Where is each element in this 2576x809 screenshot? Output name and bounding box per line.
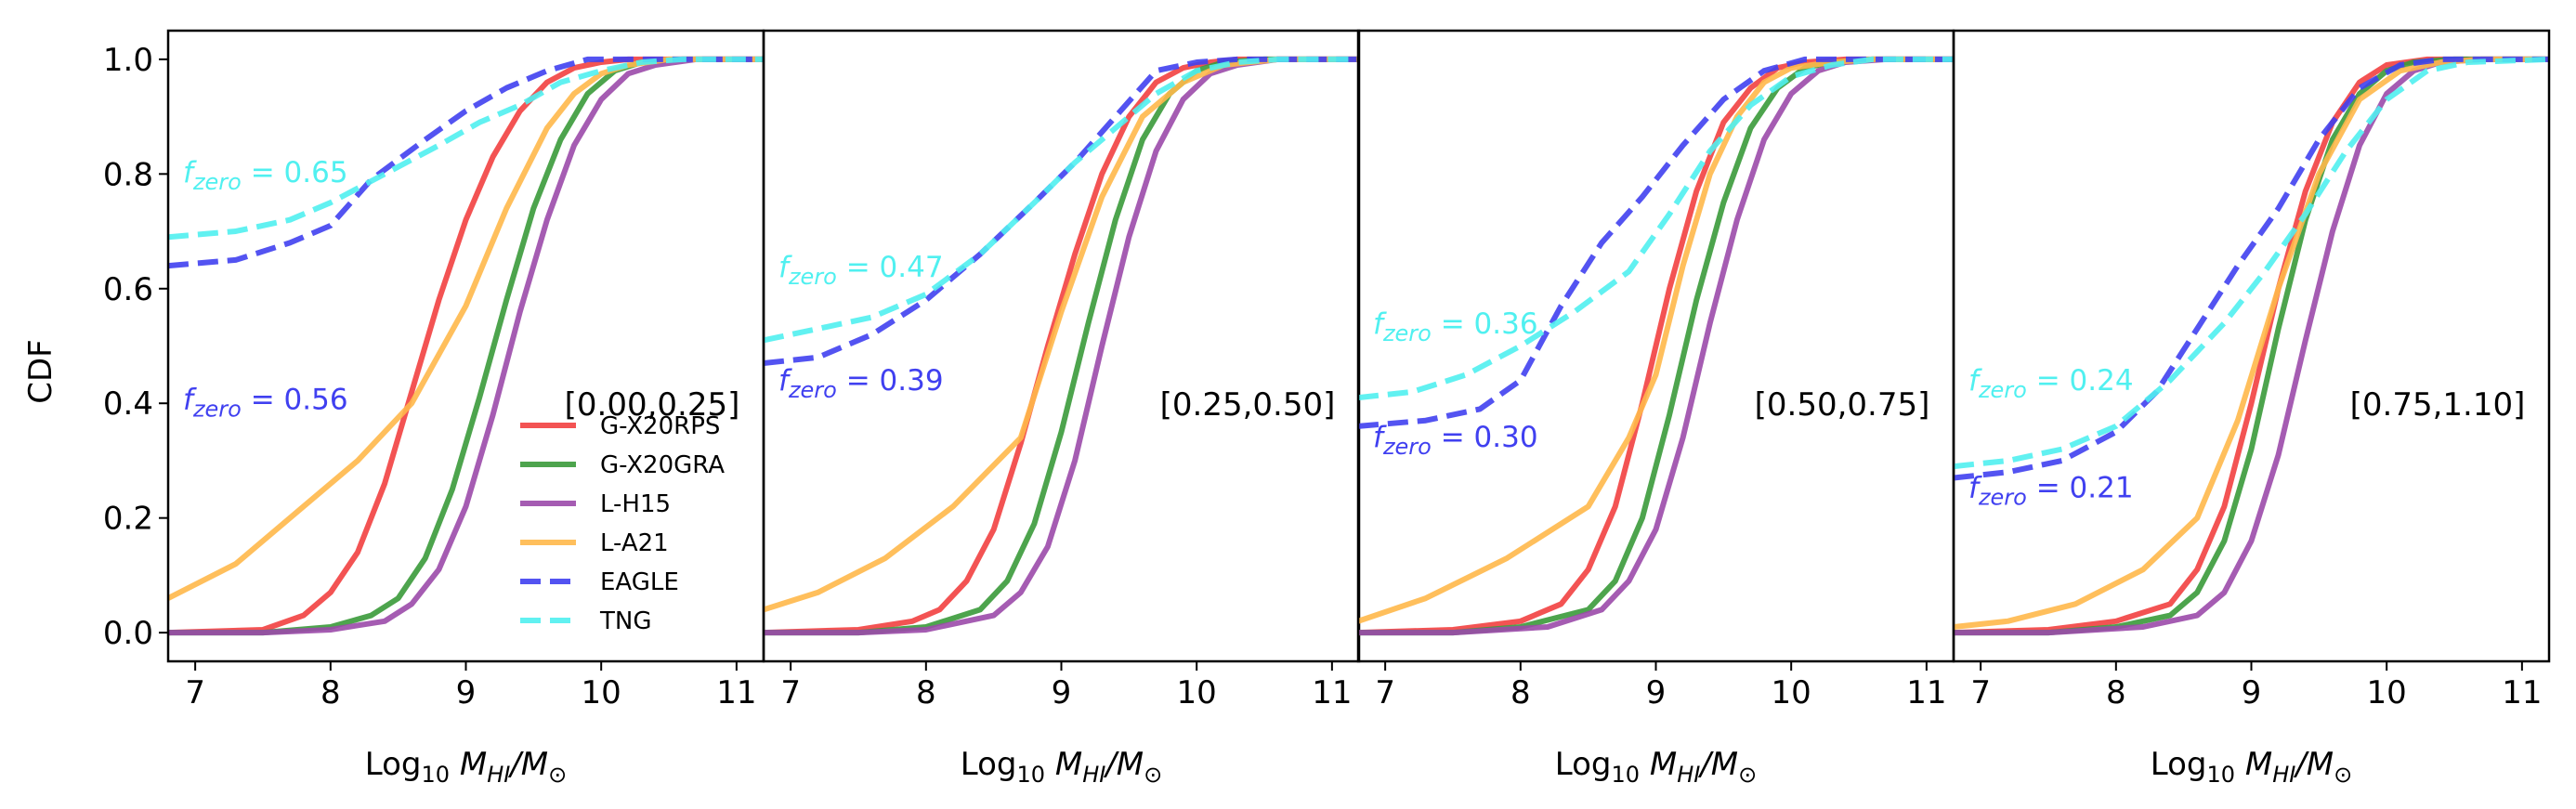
panel-4: 7 8 9 10 11 Log10 MHI/M⊙ [0.75,1.10] fzero = 0.… [1952,29,2551,788]
series-line-g-x20rps [1358,56,1954,636]
legend-label: EAGLE [600,568,679,596]
redshift-bin-label: [0.75,1.10] [2350,386,2526,424]
series-line-l-h15 [1954,56,2549,636]
y-tick-label: 0.0 [103,615,153,652]
legend-label: L-A21 [600,529,669,557]
series-line-eagle [1358,56,1954,429]
x-tick-label: 8 [320,674,341,711]
x-tick-label: 8 [916,674,936,711]
x-tick-label: 10 [2367,674,2407,711]
series-line-g-x20gra [764,56,1359,636]
legend-label: TNG [599,607,651,635]
y-axis-label: CDF [22,339,59,403]
x-tick-label: 7 [1375,674,1395,711]
plot-frame [166,29,765,663]
legend-label: G-X20RPS [600,412,720,440]
fzero-label-eagle: fzero = 0.39 [778,364,944,403]
x-tick-label: 11 [716,674,756,711]
series-line-tng [168,56,764,241]
x-tick-label: 9 [2242,674,2262,711]
x-axis-label: Log10 MHI/M⊙ [365,746,567,788]
x-tick-label: 9 [456,674,477,711]
plot-frame [762,29,1361,663]
x-tick-label: 7 [185,674,205,711]
series-line-eagle [168,56,764,269]
x-tick-label: 10 [582,674,621,711]
series-group [1954,56,2549,636]
series-line-l-a21 [1358,56,1954,624]
x-axis-label: Log10 MHI/M⊙ [1555,746,1757,788]
x-tick-label: 8 [2106,674,2126,711]
x-tick-label: 7 [780,674,801,711]
x-tick-label: 11 [1906,674,1946,711]
fzero-label-tng: fzero = 0.36 [1373,307,1538,346]
series-line-tng [1954,56,2549,470]
redshift-bin-label: [0.25,0.50] [1160,386,1336,424]
series-group [764,56,1359,636]
series-line-l-h15 [764,56,1359,636]
y-tick-label: 1.0 [103,42,153,79]
x-tick-label: 10 [1177,674,1217,711]
x-tick-label: 8 [1510,674,1531,711]
fzero-label-tng: fzero = 0.47 [778,251,944,290]
x-tick-label: 7 [1970,674,1991,711]
redshift-bin-label: [0.50,0.75] [1755,386,1930,424]
y-tick-label: 0.2 [103,501,153,538]
fzero-label-eagle: fzero = 0.56 [183,383,348,422]
fzero-label-eagle: fzero = 0.21 [1968,471,2134,510]
series-line-tng [764,56,1359,344]
series-line-eagle [764,56,1359,366]
panel-3: 7 8 9 10 11 Log10 MHI/M⊙ [0.50,0.75] fzero = 0.… [1356,29,1955,788]
legend-label: L-H15 [600,490,671,518]
series-line-tng [1358,56,1954,401]
series-line-g-x20gra [1954,56,2549,636]
series-line-eagle [1954,56,2549,481]
fzero-label-eagle: fzero = 0.30 [1373,421,1538,460]
series-line-l-a21 [1954,56,2549,630]
series-group [168,56,764,636]
x-tick-label: 11 [1312,674,1352,711]
legend-label: G-X20GRA [600,451,725,479]
y-tick-label: 0.4 [103,385,153,423]
plot-frame [1952,29,2551,663]
fzero-label-tng: fzero = 0.24 [1968,364,2134,403]
x-tick-label: 9 [1646,674,1667,711]
series-line-g-x20rps [168,56,764,636]
y-tick-label: 0.8 [103,156,153,193]
x-tick-label: 9 [1052,674,1072,711]
x-axis-label: Log10 MHI/M⊙ [961,746,1162,788]
fzero-label-tng: fzero = 0.65 [183,156,348,195]
series-line-g-x20rps [764,56,1359,636]
series-group [1358,56,1954,636]
x-tick-label: 10 [1772,674,1811,711]
x-tick-label: 11 [2502,674,2542,711]
series-line-l-a21 [168,56,764,601]
series-line-l-h15 [168,56,764,636]
x-axis-label: Log10 MHI/M⊙ [2151,746,2352,788]
y-tick-label: 0.6 [103,271,153,308]
series-line-l-a21 [764,56,1359,613]
panel-2: 7 8 9 10 11 Log10 MHI/M⊙ [0.25,0.50] fzero = 0.… [762,29,1361,788]
legend: G-X20RPS G-X20GRA L-H15 L-A21 EAGLE TNG [520,412,725,635]
panel-1: 7 8 9 10 11 0.0 0.2 0.4 0.6 0.8 1.0 Log10 MHI/M⊙ [0.… [103,29,765,788]
redshift-bin-label: [0.00,0.25] [565,386,740,424]
